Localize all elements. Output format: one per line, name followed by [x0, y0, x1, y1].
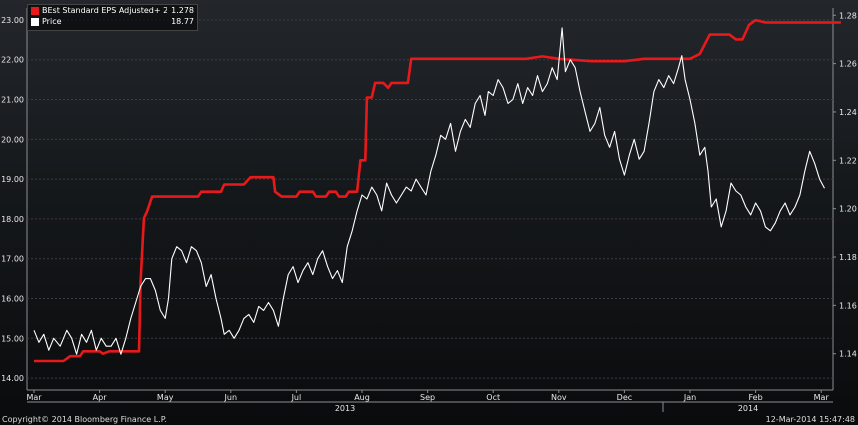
year-label-2014: 2014 — [738, 404, 758, 413]
x-tick-label: Mar — [26, 393, 42, 402]
legend-label-price: Price — [42, 17, 62, 26]
y-right-tick-label: 1.22 — [839, 156, 857, 165]
y-left-tick-label: 14.00 — [1, 374, 24, 383]
y-right-tick-label: 1.24 — [839, 108, 857, 117]
y-right-tick-label: 1.20 — [839, 205, 857, 214]
legend-value-eps: 1.278 — [171, 6, 194, 15]
x-tick-label: Jan — [683, 393, 696, 402]
x-tick-label: Oct — [486, 393, 500, 402]
y-right-tick-label: 1.26 — [839, 60, 857, 69]
y-right-tick-label: 1.14 — [839, 350, 857, 359]
y-left-tick-label: 17.00 — [1, 255, 24, 264]
legend-label-eps: BEst Standard EPS Adjusted+ 2014★ A — [42, 6, 168, 15]
x-tick-label: Aug — [354, 393, 370, 402]
legend-value-price: 18.77 — [171, 17, 194, 26]
x-tick-label: Jun — [224, 393, 238, 402]
x-tick-label: Mar — [814, 393, 830, 402]
x-tick-label: May — [157, 393, 174, 402]
x-tick-label: Feb — [749, 393, 763, 402]
y-right-tick-label: 1.28 — [839, 11, 857, 20]
legend: BEst Standard EPS Adjusted+ 2014★ A 1.27… — [27, 4, 198, 31]
y-left-tick-label: 22.00 — [1, 56, 24, 65]
x-tick-label: Sep — [420, 393, 435, 402]
year-label-2013: 2013 — [335, 404, 355, 413]
legend-entry-price: Price 18.77 — [28, 16, 197, 27]
legend-swatch-eps — [31, 6, 39, 15]
y-left-tick-label: 16.00 — [1, 294, 24, 303]
timestamp-text: 12-Mar-2014 15:47:48 — [765, 415, 855, 424]
y-left-tick-label: 15.00 — [1, 334, 24, 343]
y-right-tick-label: 1.18 — [839, 253, 857, 262]
legend-entry-eps: BEst Standard EPS Adjusted+ 2014★ A 1.27… — [28, 5, 197, 16]
y-right-tick-label: 1.16 — [839, 301, 857, 310]
legend-swatch-price — [31, 17, 39, 26]
y-left-tick-label: 20.00 — [1, 135, 24, 144]
x-tick-label: Dec — [617, 393, 632, 402]
y-left-tick-label: 19.00 — [1, 175, 24, 184]
y-left-tick-label: 23.00 — [1, 16, 24, 25]
y-left-tick-label: 21.00 — [1, 96, 24, 105]
price-series-line — [33, 27, 825, 355]
y-left-tick-label: 18.00 — [1, 215, 24, 224]
x-tick-label: Apr — [93, 393, 108, 402]
eps-series-line — [34, 18, 841, 363]
x-tick-label: Nov — [551, 393, 567, 402]
copyright-text: Copyright© 2014 Bloomberg Finance L.P. — [2, 415, 167, 424]
x-tick-label: Jul — [291, 393, 302, 402]
